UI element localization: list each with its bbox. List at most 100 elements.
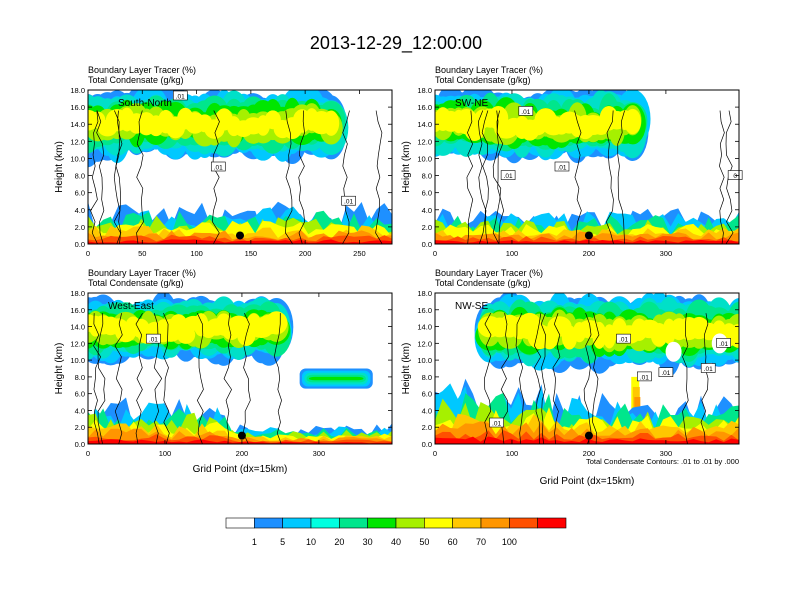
x-tick-label: 0 [433, 449, 437, 458]
contour-label-box [341, 195, 356, 206]
x-tick-label: 0 [433, 249, 437, 258]
y-tick-label: 18.0 [417, 289, 432, 298]
condensate-contour [375, 110, 383, 244]
plot-frame [434, 292, 740, 445]
panel-title-line: Total Condensate (g/kg) [435, 278, 531, 288]
y-axis-label: Height (km) [54, 343, 65, 395]
condensate-contour [617, 110, 626, 244]
y-tick-label: 18.0 [70, 289, 85, 298]
x-axis-label: Grid Point (dx=15km) [540, 476, 635, 487]
contour-label-box [210, 161, 226, 172]
y-tick-label: 2.0 [422, 223, 432, 232]
contour-label-box [554, 161, 570, 172]
condensate-contour [212, 110, 220, 244]
y-tick-label: 10.0 [417, 356, 432, 365]
condensate-contour [342, 110, 350, 244]
condensate-contour [481, 110, 489, 244]
contour-label: .01 [504, 173, 513, 180]
panel-sw-ne: .01 .01 .01 0 SW-NE Boundary Layer Tracer (%)… [401, 65, 743, 258]
y-tick-label: 12.0 [70, 137, 85, 146]
x-axis-label: Grid Point (dx=15km) [193, 464, 288, 475]
colorbar-label: 20 [334, 537, 344, 547]
condensate-contour [719, 110, 725, 244]
y-tick-label: 4.0 [75, 406, 85, 415]
contour-footnote: Total Condensate Contours: .01 to .01 by… [586, 457, 739, 466]
colorbar-swatch [480, 517, 510, 529]
contour-label-box [637, 371, 652, 382]
colorbar-swatch [424, 517, 453, 529]
contour-label-box [489, 417, 504, 428]
colorbar-label: 40 [391, 537, 401, 547]
y-tick-label: 16.0 [417, 306, 432, 315]
y-tick-label: 4.0 [422, 406, 432, 415]
condensate-contour [540, 313, 546, 444]
panel-west-east: .01 West-East Boundary Layer Tracer (%)Tot… [54, 268, 393, 475]
condensate-contour [298, 110, 306, 244]
x-tick-label: 0 [86, 449, 90, 458]
y-tick-label: 14.0 [70, 323, 85, 332]
colorbar-swatch [282, 517, 312, 529]
contour-label: .01 [149, 337, 158, 344]
panel-title-line: Total Condensate (g/kg) [88, 75, 184, 85]
contour-label-box [146, 333, 161, 344]
y-tick-label: 6.0 [422, 189, 432, 198]
panel-title-line: Total Condensate (g/kg) [88, 278, 184, 288]
condensate-contour [285, 110, 294, 244]
condensate-contour [682, 313, 689, 444]
x-tick-label: 150 [245, 249, 258, 258]
x-tick-label: 200 [583, 449, 596, 458]
condensate-contour [552, 313, 561, 444]
y-tick-label: 0.0 [75, 440, 85, 449]
location-marker [584, 431, 593, 440]
y-tick-label: 8.0 [75, 172, 85, 181]
panel-title-line: Boundary Layer Tracer (%) [435, 268, 543, 278]
contour-label: .01 [492, 421, 501, 428]
y-tick-label: 12.0 [417, 137, 432, 146]
y-tick-label: 16.0 [70, 306, 85, 315]
y-axis-label: Height (km) [401, 141, 412, 193]
y-tick-label: 4.0 [75, 206, 85, 215]
colorbar-label: 1 [252, 537, 257, 547]
colorbar-swatch [254, 517, 283, 529]
colorbar-label: 70 [476, 537, 486, 547]
contour-label-box [727, 170, 743, 180]
colorbar-label: 10 [306, 537, 316, 547]
plot-frame [87, 89, 393, 245]
contour-label-box [172, 90, 188, 101]
y-tick-label: 12.0 [417, 339, 432, 348]
condensate-contour [114, 313, 123, 444]
colorbar-swatch [452, 517, 482, 529]
y-tick-label: 6.0 [75, 390, 85, 399]
contour-label: .01 [176, 93, 185, 100]
y-axis-label: Height (km) [401, 343, 412, 395]
x-tick-label: 300 [660, 249, 673, 258]
y-tick-label: 2.0 [422, 423, 432, 432]
contour-label-box [700, 363, 716, 373]
cross-section-label: West-East [108, 301, 154, 312]
contour-label: .01 [619, 337, 628, 344]
contour-label: .01 [214, 165, 223, 172]
x-tick-label: 100 [506, 449, 519, 458]
condensate-contour [466, 110, 474, 244]
plot-frame [434, 89, 740, 245]
contour-label: .01 [557, 165, 566, 172]
y-tick-label: 8.0 [422, 373, 432, 382]
x-tick-label: 200 [299, 249, 312, 258]
y-tick-label: 6.0 [75, 189, 85, 198]
condensate-contour [113, 110, 123, 244]
colorbar-label: 50 [419, 537, 429, 547]
contour-label: .01 [344, 199, 353, 206]
panel-title-line: Total Condensate (g/kg) [435, 75, 531, 85]
colorbar-swatch [310, 517, 340, 529]
panel-nw-se: .01 .01 .01 .01 .01 .01 NW-SE Boundary Layer Tr… [401, 268, 740, 487]
contour-label-box [500, 170, 516, 180]
colorbar-label: 100 [502, 537, 517, 547]
colorbar-swatch [537, 517, 567, 529]
x-tick-label: 0 [86, 249, 90, 258]
colorbar: 1 5 10 20 30 40 50 60 70 100 [225, 517, 567, 547]
condensate-contour [136, 110, 144, 244]
x-tick-label: 200 [583, 249, 596, 258]
y-tick-label: 18.0 [70, 86, 85, 95]
location-marker [237, 431, 246, 440]
contour-label: .01 [521, 109, 530, 116]
